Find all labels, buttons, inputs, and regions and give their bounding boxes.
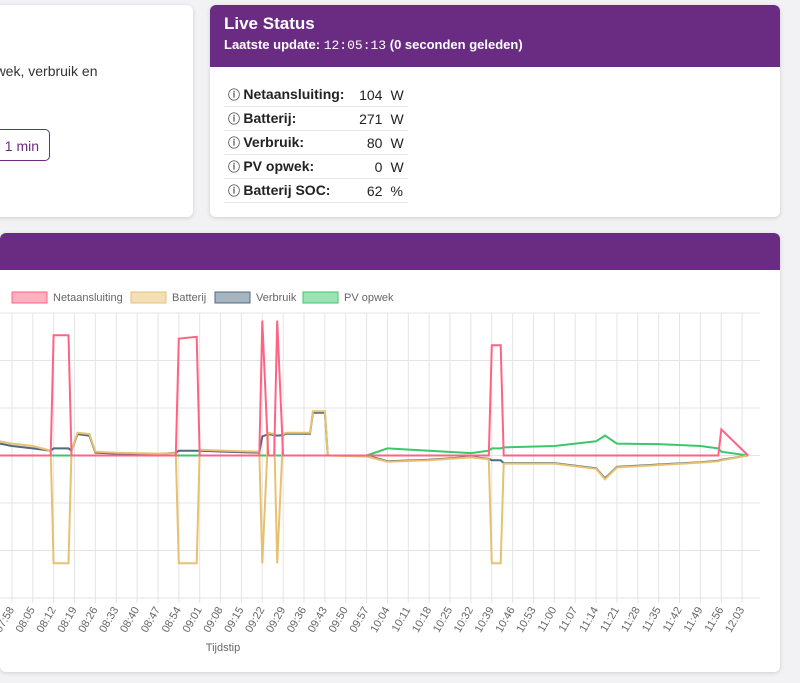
- x-tick-label: 09:57: [348, 605, 372, 635]
- row-unit: %: [386, 178, 408, 203]
- row-label: Batterij SOC:: [243, 182, 331, 198]
- x-tick-label: 11:28: [619, 605, 643, 634]
- x-tick-label: 09:01: [181, 605, 205, 635]
- live-status-card: Live Status Laatste update: 12:05:13 (0 …: [210, 5, 780, 217]
- x-tick-label: 09:15: [222, 605, 246, 635]
- x-tick-label: 08:12: [35, 605, 59, 635]
- legend-label: Netaansluiting: [53, 292, 123, 304]
- x-tick-label: 09:08: [202, 605, 226, 635]
- live-status-header: Live Status Laatste update: 12:05:13 (0 …: [210, 5, 780, 67]
- x-tick-label: 09:22: [243, 605, 267, 635]
- status-row: ⓘ PV opwek: 0 W: [224, 154, 408, 179]
- x-tick-label: 11:35: [640, 605, 664, 634]
- interval-button[interactable]: 1 min: [0, 129, 50, 161]
- x-tick-label: 12:03: [723, 605, 747, 635]
- x-tick-label: 11:07: [557, 605, 581, 634]
- x-tick-label: 08:40: [118, 605, 142, 635]
- row-label: Verbruik:: [243, 134, 305, 150]
- legend-swatch: [11, 291, 48, 304]
- update-label: Laatste update:: [224, 37, 321, 52]
- settings-card: opwek, verbruik en 1 min: [0, 5, 193, 217]
- x-tick-label: 08:05: [14, 605, 38, 635]
- x-tick-label: 10:46: [494, 605, 518, 635]
- row-unit: W: [386, 106, 408, 131]
- x-tick-label: 09:50: [327, 605, 351, 635]
- info-icon: ⓘ: [228, 160, 244, 174]
- label-cell: ⓘ Verbruik:: [224, 130, 349, 155]
- legend-swatch: [130, 291, 167, 304]
- label-cell: ⓘ Netaansluiting:: [224, 83, 349, 107]
- series-line: [0, 411, 749, 480]
- legend-label: Batterij: [172, 292, 206, 304]
- label-cell: ⓘ Batterij:: [224, 106, 349, 131]
- row-label: Batterij:: [243, 110, 297, 126]
- x-tick-label: 11:49: [682, 605, 706, 634]
- row-label: PV opwek:: [243, 158, 315, 174]
- info-icon: ⓘ: [228, 88, 244, 102]
- x-axis-title: Tijdstip: [206, 642, 240, 654]
- x-tick-label: 11:00: [536, 605, 560, 634]
- x-tick-label: 10:04: [368, 605, 392, 635]
- label-cell: ⓘ PV opwek:: [224, 154, 349, 179]
- row-value: 271: [348, 106, 387, 131]
- x-tick-label: 09:29: [264, 605, 288, 635]
- description: opwek, verbruik en: [0, 63, 98, 79]
- status-row: ⓘ Batterij: 271 W: [224, 106, 408, 131]
- row-value: 80: [348, 130, 387, 155]
- chart: 07:5808:0508:1208:1908:2608:3308:4008:47…: [0, 291, 760, 654]
- legend-swatch: [302, 291, 339, 304]
- info-icon: ⓘ: [228, 136, 244, 150]
- row-value: 104: [348, 83, 387, 107]
- x-tick-label: 10:18: [410, 605, 434, 635]
- x-tick-label: 10:25: [431, 605, 455, 635]
- row-unit: W: [386, 130, 408, 155]
- row-value: 62: [348, 178, 387, 203]
- x-tick-label: 11:21: [598, 605, 622, 634]
- x-tick-label: 10:53: [514, 605, 538, 635]
- label-cell: ⓘ Batterij SOC:: [224, 178, 349, 203]
- update-suffix: (0 seconden geleden): [389, 37, 523, 52]
- legend-label: Verbruik: [256, 292, 297, 304]
- x-tick-label: 08:33: [97, 605, 121, 635]
- row-value: 0: [348, 154, 387, 179]
- row-unit: W: [386, 83, 408, 107]
- x-tick-label: 09:43: [306, 605, 330, 635]
- row-label: Netaansluiting:: [243, 86, 345, 102]
- status-row: ⓘ Verbruik: 80 W: [224, 130, 408, 155]
- legend-swatch: [214, 291, 251, 304]
- series-line: [0, 320, 749, 457]
- live-status-title: Live Status: [224, 14, 315, 33]
- x-tick-label: 08:54: [160, 605, 184, 635]
- x-tick-label: 08:19: [55, 605, 79, 635]
- x-tick-label: 10:39: [473, 605, 497, 635]
- chart-header: [0, 233, 780, 270]
- x-tick-label: 08:26: [76, 605, 100, 635]
- chart-card: 07:58 08:05 08:12 08:19 08:26 08:33 08:40 08:47…: [0, 233, 780, 672]
- x-tick-label: 11:42: [661, 605, 685, 634]
- update-time: 12:05:13: [323, 38, 387, 53]
- x-tick-label: 08:47: [139, 605, 163, 635]
- legend-label: PV opwek: [344, 292, 394, 304]
- x-tick-label: 09:36: [285, 605, 309, 635]
- row-unit: W: [386, 154, 408, 179]
- status-row: ⓘ Batterij SOC: 62%: [224, 178, 408, 203]
- info-icon: ⓘ: [228, 184, 244, 198]
- x-tick-label: 11:14: [577, 605, 601, 634]
- series-line: [0, 410, 749, 565]
- x-tick-label: 10:32: [452, 605, 476, 635]
- update-line: Laatste update: 12:05:13 (0 seconden gel…: [224, 37, 766, 53]
- info-icon: ⓘ: [228, 112, 244, 126]
- status-row: ⓘ Netaansluiting: 104 W: [224, 83, 408, 107]
